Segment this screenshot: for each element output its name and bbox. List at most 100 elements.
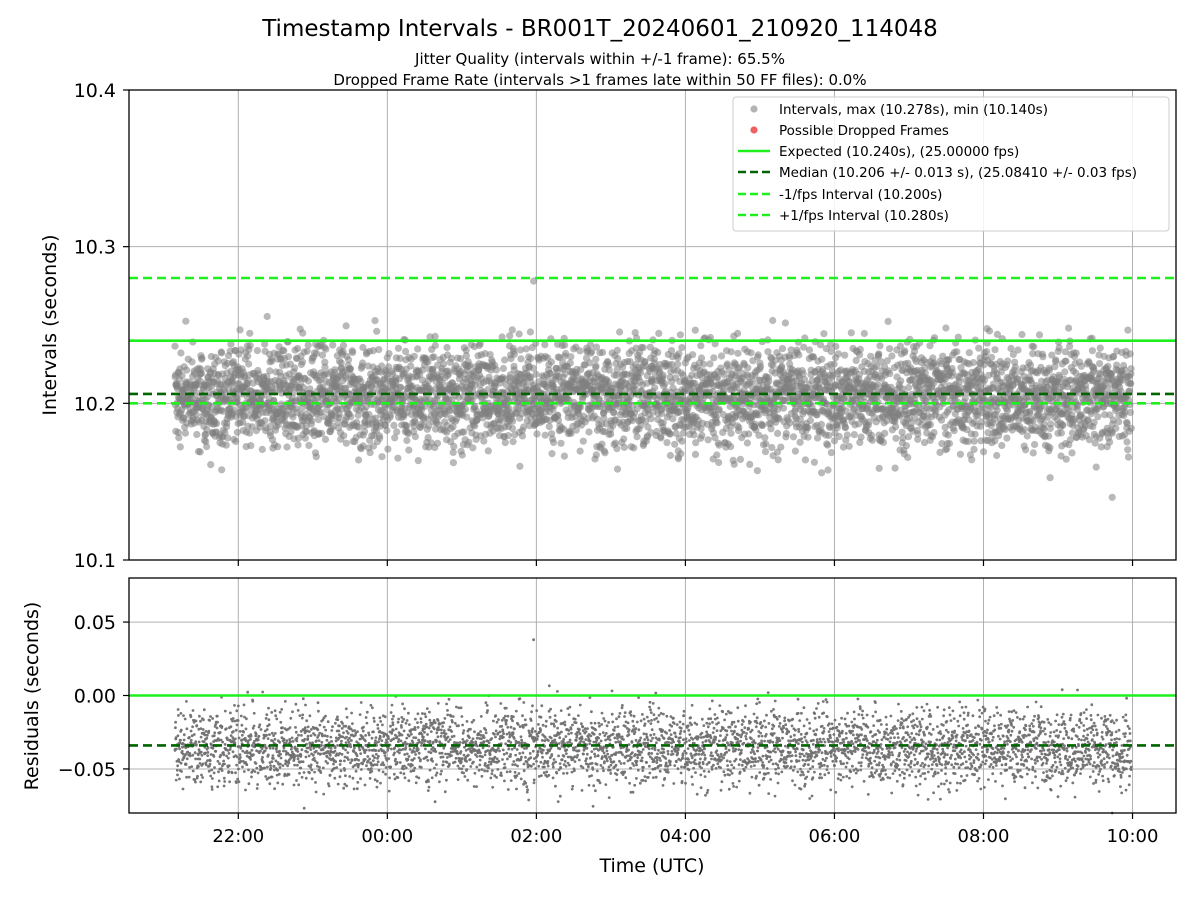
residual-point xyxy=(255,766,259,770)
interval-point xyxy=(331,366,339,374)
interval-point xyxy=(359,442,367,450)
interval-point xyxy=(373,327,381,335)
interval-point xyxy=(1072,349,1080,357)
residual-point xyxy=(261,755,264,759)
residual-point xyxy=(188,736,191,739)
interval-point xyxy=(171,342,179,350)
interval-point xyxy=(620,443,628,451)
interval-point xyxy=(294,441,302,449)
residual-point xyxy=(260,747,264,751)
residual-point xyxy=(253,770,257,773)
interval-point xyxy=(1088,347,1096,355)
residual-point xyxy=(246,751,249,755)
interval-point xyxy=(860,329,868,338)
residual-point xyxy=(252,753,255,757)
interval-point xyxy=(1040,420,1048,428)
interval-point xyxy=(834,350,843,358)
residual-point xyxy=(209,774,213,778)
interval-point xyxy=(677,450,685,458)
interval-point xyxy=(322,345,330,353)
interval-point xyxy=(654,348,662,356)
interval-point xyxy=(576,347,584,355)
residual-point xyxy=(263,766,267,770)
interval-point xyxy=(460,428,468,436)
residual-point xyxy=(246,690,250,694)
interval-point xyxy=(675,350,683,358)
interval-point xyxy=(817,420,826,428)
interval-point xyxy=(847,329,855,337)
interval-point xyxy=(430,353,438,361)
interval-point xyxy=(633,433,641,441)
residual-point xyxy=(195,724,199,727)
interval-point xyxy=(560,452,569,460)
interval-point xyxy=(795,351,803,359)
interval-point xyxy=(975,344,983,352)
interval-point xyxy=(892,423,900,431)
interval-point xyxy=(1127,380,1135,388)
residual-point xyxy=(222,784,226,788)
residual-point xyxy=(208,719,212,722)
residual-point xyxy=(239,747,243,750)
interval-point xyxy=(843,431,851,439)
interval-point xyxy=(988,353,996,361)
interval-point xyxy=(914,430,922,438)
interval-point xyxy=(613,445,621,453)
residual-point xyxy=(179,761,183,765)
interval-point xyxy=(192,411,200,419)
interval-point xyxy=(222,441,230,449)
interval-point xyxy=(796,438,804,446)
interval-point xyxy=(1004,357,1012,365)
residual-point xyxy=(177,714,180,717)
interval-point xyxy=(361,427,369,435)
interval-point xyxy=(616,328,624,336)
interval-point xyxy=(414,457,422,465)
residual-point xyxy=(234,728,238,732)
interval-point xyxy=(183,366,191,374)
interval-point xyxy=(394,454,402,462)
interval-point xyxy=(761,448,770,456)
interval-point xyxy=(953,348,961,356)
interval-point xyxy=(291,364,299,372)
interval-point xyxy=(533,430,541,438)
residual-point xyxy=(222,753,226,757)
interval-point xyxy=(759,421,767,429)
interval-point xyxy=(1124,446,1132,454)
interval-point xyxy=(245,360,253,368)
residual-point xyxy=(181,787,185,791)
interval-point xyxy=(321,363,329,371)
residual-point xyxy=(222,776,226,780)
y-tick-label: 10.1 xyxy=(74,550,116,572)
interval-point xyxy=(991,346,999,354)
residual-point xyxy=(182,714,185,717)
residual-point xyxy=(208,762,212,766)
residual-point xyxy=(245,717,248,721)
interval-point xyxy=(832,342,840,350)
residual-point xyxy=(218,731,222,734)
residual-point xyxy=(235,709,239,713)
interval-point xyxy=(355,456,363,464)
interval-point xyxy=(548,450,556,458)
residual-point xyxy=(211,777,214,780)
residual-point xyxy=(194,719,198,723)
residual-point xyxy=(199,780,203,784)
interval-point xyxy=(244,352,252,360)
legend-entry-expected: Expected (10.240s), (25.00000 fps) xyxy=(738,144,1019,160)
interval-point xyxy=(411,433,419,441)
interval-point xyxy=(902,442,911,450)
residual-point xyxy=(212,734,216,738)
interval-point xyxy=(342,322,350,330)
interval-point xyxy=(781,319,790,327)
interval-point xyxy=(508,326,516,334)
interval-point xyxy=(1061,368,1069,376)
interval-point xyxy=(207,461,215,469)
interval-point xyxy=(1124,326,1132,334)
interval-point xyxy=(727,348,735,356)
interval-point xyxy=(666,451,675,460)
interval-point xyxy=(835,432,843,441)
interval-point xyxy=(825,431,833,440)
residual-point xyxy=(238,730,242,733)
interval-point xyxy=(450,442,458,450)
interval-point xyxy=(339,347,347,356)
interval-point xyxy=(774,429,782,437)
residual-point xyxy=(174,726,177,730)
